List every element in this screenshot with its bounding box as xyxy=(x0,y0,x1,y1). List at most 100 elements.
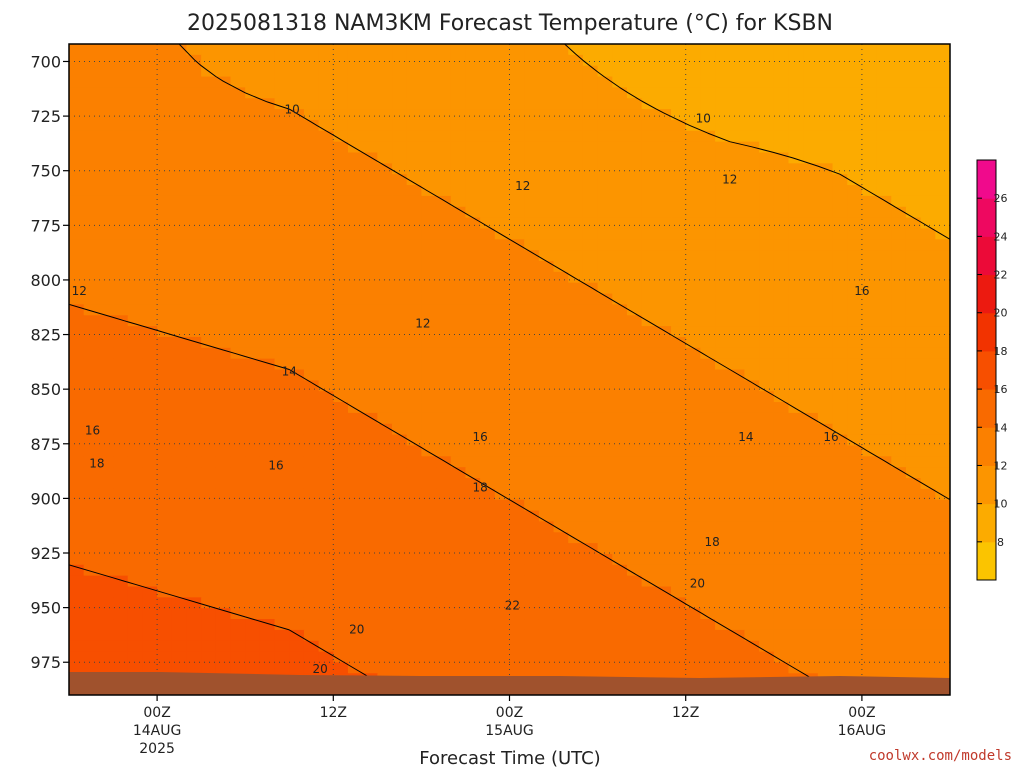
temperature-cell xyxy=(436,564,452,577)
temperature-cell xyxy=(377,163,393,175)
temperature-cell xyxy=(157,597,173,609)
temperature-cell xyxy=(773,445,790,457)
temperature-cell xyxy=(245,228,261,240)
temperature-cell xyxy=(274,423,290,436)
temperature-cell xyxy=(362,619,378,631)
temperature-cell xyxy=(744,402,760,414)
temperature-cell xyxy=(715,65,731,78)
temperature-cell xyxy=(157,163,173,175)
temperature-cell xyxy=(685,510,701,522)
temperature-cell xyxy=(582,662,599,674)
temperature-cell xyxy=(538,304,555,316)
temperature-cell xyxy=(83,109,99,121)
temperature-cell xyxy=(524,608,540,620)
y-tick-label: 750 xyxy=(30,162,61,181)
temperature-cell xyxy=(759,282,775,295)
temperature-cell xyxy=(142,174,158,186)
temperature-cell xyxy=(832,358,848,371)
temperature-cell xyxy=(715,423,731,436)
temperature-cell xyxy=(803,206,819,219)
temperature-cell xyxy=(582,586,599,598)
temperature-cell xyxy=(847,152,863,164)
temperature-cell xyxy=(920,141,936,154)
temperature-cell xyxy=(171,586,188,598)
temperature-cell xyxy=(98,347,114,360)
temperature-cell xyxy=(935,44,950,56)
temperature-cell xyxy=(905,228,922,240)
temperature-cell xyxy=(553,250,569,262)
temperature-cell xyxy=(803,271,819,284)
temperature-cell xyxy=(259,195,276,208)
temperature-cell xyxy=(817,130,834,143)
temperature-cell xyxy=(142,608,158,620)
temperature-cell xyxy=(303,44,320,56)
temperature-cell xyxy=(333,553,349,566)
temperature-cell xyxy=(230,543,246,555)
temperature-cell xyxy=(465,228,481,240)
temperature-cell xyxy=(935,282,950,295)
temperature-cell xyxy=(157,510,173,522)
temperature-cell xyxy=(69,282,85,295)
temperature-cell xyxy=(671,141,687,154)
temperature-cell xyxy=(817,76,834,88)
temperature-cell xyxy=(157,564,173,577)
temperature-cell xyxy=(347,640,364,653)
temperature-cell xyxy=(773,478,790,490)
temperature-cell xyxy=(274,282,290,295)
temperature-cell xyxy=(729,109,746,121)
temperature-cell xyxy=(538,564,555,577)
temperature-cell xyxy=(832,141,848,154)
temperature-cell xyxy=(612,271,628,284)
temperature-cell xyxy=(803,195,819,208)
temperature-cell xyxy=(362,553,378,566)
temperature-cell xyxy=(259,651,276,664)
temperature-cell xyxy=(832,87,848,99)
temperature-cell xyxy=(406,304,422,316)
temperature-cell xyxy=(113,315,129,327)
temperature-cell xyxy=(876,195,892,208)
temperature-cell xyxy=(274,239,290,251)
temperature-cell xyxy=(201,369,217,381)
colorbar-swatch xyxy=(977,198,996,237)
temperature-cell xyxy=(509,510,525,522)
temperature-cell xyxy=(538,478,555,490)
temperature-cell xyxy=(656,98,672,110)
temperature-cell xyxy=(127,402,144,414)
temperature-cell xyxy=(715,488,731,501)
temperature-cell xyxy=(98,206,114,219)
temperature-cell xyxy=(171,65,188,78)
temperature-cell xyxy=(509,54,525,67)
temperature-cell xyxy=(817,358,834,371)
temperature-cell xyxy=(861,499,878,512)
temperature-cell xyxy=(788,445,804,457)
temperature-cell xyxy=(803,119,819,132)
temperature-cell xyxy=(626,564,643,577)
temperature-cell xyxy=(230,478,246,490)
temperature-cell xyxy=(568,326,584,338)
temperature-cell xyxy=(142,358,158,371)
temperature-cell xyxy=(436,228,452,240)
chart-title: 2025081318 NAM3KM Forecast Temperature (… xyxy=(187,11,833,36)
temperature-cell xyxy=(245,488,261,501)
temperature-cell xyxy=(113,586,129,598)
temperature-cell xyxy=(641,174,657,186)
temperature-cell xyxy=(626,358,643,371)
temperature-cell xyxy=(98,608,114,620)
temperature-cell xyxy=(333,76,349,88)
temperature-cell xyxy=(671,87,687,99)
temperature-cell xyxy=(215,228,232,240)
temperature-cell xyxy=(171,597,188,609)
temperature-cell xyxy=(69,271,85,284)
temperature-cell xyxy=(98,98,114,110)
temperature-cell xyxy=(538,250,555,262)
temperature-cell xyxy=(230,109,246,121)
temperature-cell xyxy=(715,228,731,240)
temperature-cell xyxy=(612,358,628,371)
temperature-cell xyxy=(333,44,349,56)
temperature-cell xyxy=(450,608,467,620)
temperature-cell xyxy=(362,54,378,67)
temperature-cell xyxy=(98,44,114,56)
temperature-cell xyxy=(171,423,188,436)
temperature-cell xyxy=(626,195,643,208)
